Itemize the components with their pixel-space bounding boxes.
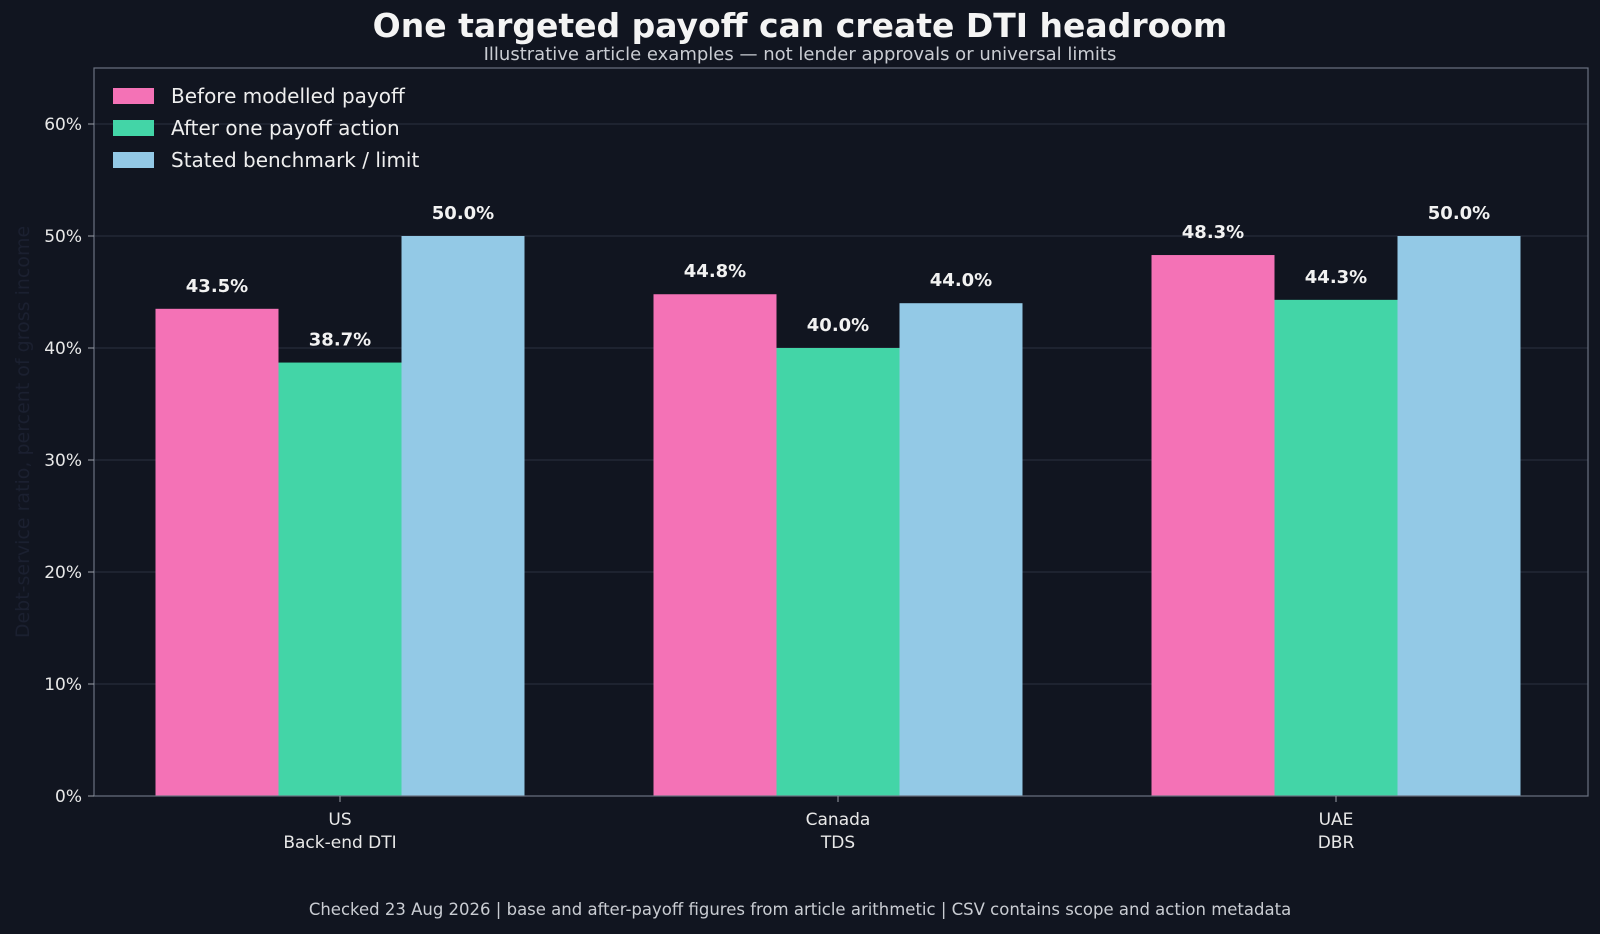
legend-swatch <box>113 152 154 168</box>
x-tick-label: Back-end DTI <box>283 833 396 853</box>
bar-value-label: 43.5% <box>186 276 248 297</box>
chart-subtitle: Illustrative article examples — not lend… <box>483 44 1117 65</box>
legend-swatch <box>113 88 154 104</box>
bar-value-label: 44.0% <box>930 270 992 291</box>
legend-label: Before modelled payoff <box>171 84 406 108</box>
x-tick-label: Canada <box>806 810 871 830</box>
bar-value-label: 38.7% <box>309 330 371 351</box>
bar <box>155 308 279 796</box>
bar-value-label: 50.0% <box>1428 203 1490 224</box>
x-tick-label: DBR <box>1318 833 1355 853</box>
bar <box>776 348 900 796</box>
legend-label: After one payoff action <box>171 116 400 140</box>
bar <box>653 294 777 796</box>
bar-value-label: 48.3% <box>1182 222 1244 243</box>
x-tick-label: UAE <box>1319 810 1354 830</box>
legend-label: Stated benchmark / limit <box>171 148 419 172</box>
y-tick-label: 60% <box>44 115 82 135</box>
x-tick-label: TDS <box>820 833 855 853</box>
y-tick-label: 20% <box>44 563 82 583</box>
y-axis-label: Debt-service ratio, percent of gross inc… <box>12 226 34 638</box>
y-tick-label: 40% <box>44 339 82 359</box>
chart-title: One targeted payoff can create DTI headr… <box>372 6 1228 45</box>
chart-footer: Checked 23 Aug 2026 | base and after-pay… <box>308 900 1292 919</box>
y-tick-label: 10% <box>44 675 82 695</box>
bar-value-label: 44.3% <box>1305 267 1367 288</box>
x-tick-label: US <box>328 810 351 830</box>
bar-value-label: 50.0% <box>432 203 494 224</box>
bar <box>899 303 1023 796</box>
y-tick-label: 50% <box>44 227 82 247</box>
bar <box>401 236 525 796</box>
plot-frame <box>93 67 1589 797</box>
legend-swatch <box>113 120 154 136</box>
y-tick-label: 0% <box>55 787 82 807</box>
bar <box>278 362 402 796</box>
bar <box>1151 255 1275 797</box>
bar <box>1397 236 1521 796</box>
bar-value-label: 44.8% <box>684 261 746 282</box>
bar <box>1274 299 1398 796</box>
bar-value-label: 40.0% <box>807 315 869 336</box>
y-tick-label: 30% <box>44 451 82 471</box>
